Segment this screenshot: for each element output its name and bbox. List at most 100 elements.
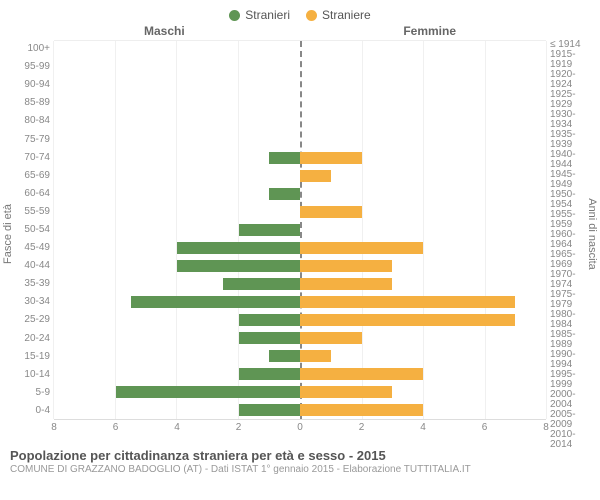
age-tick: 75-79	[24, 130, 50, 148]
bar-row	[54, 365, 546, 383]
age-tick: 100+	[27, 40, 50, 58]
birth-tick: 1920-1924	[550, 70, 596, 90]
male-bar	[239, 404, 301, 416]
age-tick: 25-29	[24, 311, 50, 329]
age-tick: 65-69	[24, 167, 50, 185]
x-tick: 0	[297, 422, 303, 433]
bar-row	[54, 203, 546, 221]
male-bar	[223, 278, 300, 290]
birth-tick: 1985-1989	[550, 330, 596, 350]
x-tick: 8	[543, 422, 549, 433]
male-bar	[239, 314, 301, 326]
age-tick: 55-59	[24, 203, 50, 221]
age-tick: 95-99	[24, 58, 50, 76]
age-tick: 50-54	[24, 221, 50, 239]
legend-swatch-female	[306, 10, 317, 21]
male-bar	[177, 242, 300, 254]
birth-tick: 1990-1994	[550, 350, 596, 370]
female-bar	[300, 368, 423, 380]
bar-row	[54, 329, 546, 347]
chart-subtitle: COMUNE DI GRAZZANO BADOGLIO (AT) - Dati …	[10, 464, 590, 475]
x-tick: 8	[51, 422, 57, 433]
bar-row	[54, 383, 546, 401]
bar-row	[54, 401, 546, 419]
birth-tick: 1930-1934	[550, 110, 596, 130]
bar-row	[54, 59, 546, 77]
age-tick: 15-19	[24, 348, 50, 366]
birth-tick: 1980-1984	[550, 310, 596, 330]
female-bar	[300, 278, 392, 290]
bar-row	[54, 113, 546, 131]
chart-container: Stranieri Straniere Fasce di età Anni di…	[0, 0, 600, 500]
age-tick: 60-64	[24, 185, 50, 203]
age-tick: 30-34	[24, 293, 50, 311]
x-axis: 8 6 4 2 0 2 4 6 8	[4, 420, 596, 436]
x-tick: 4	[420, 422, 426, 433]
x-tick: 2	[236, 422, 242, 433]
legend-item-male: Stranieri	[229, 8, 290, 22]
chart-title: Popolazione per cittadinanza straniera p…	[10, 448, 590, 463]
bar-row	[54, 95, 546, 113]
age-tick: 10-14	[24, 366, 50, 384]
bar-row	[54, 275, 546, 293]
legend-swatch-male	[229, 10, 240, 21]
male-bar	[269, 152, 300, 164]
x-tick: 2	[359, 422, 365, 433]
plot-area: 100+95-9990-9485-8980-8475-7970-7465-696…	[4, 40, 596, 420]
female-bar	[300, 242, 423, 254]
birth-tick: 1995-1999	[550, 370, 596, 390]
birth-tick: 2000-2004	[550, 390, 596, 410]
age-tick: 45-49	[24, 239, 50, 257]
age-tick: 90-94	[24, 76, 50, 94]
birth-tick: 1935-1939	[550, 130, 596, 150]
bar-row	[54, 185, 546, 203]
chart: Fasce di età Anni di nascita Maschi Femm…	[4, 24, 596, 444]
female-bar	[300, 314, 515, 326]
male-bar	[177, 260, 300, 272]
male-title: Maschi	[144, 24, 185, 38]
female-bar	[300, 404, 423, 416]
bar-row	[54, 149, 546, 167]
bar-row	[54, 257, 546, 275]
birth-tick: 1975-1979	[550, 290, 596, 310]
x-tick: 4	[174, 422, 180, 433]
age-tick: 35-39	[24, 275, 50, 293]
legend-label-female: Straniere	[322, 8, 371, 22]
bar-row	[54, 311, 546, 329]
column-titles: Maschi Femmine	[4, 24, 596, 40]
birth-tick: 1925-1929	[550, 90, 596, 110]
female-bar	[300, 350, 331, 362]
bar-row	[54, 239, 546, 257]
legend-label-male: Stranieri	[245, 8, 290, 22]
female-bar	[300, 260, 392, 272]
male-bar	[239, 368, 301, 380]
male-bar	[131, 296, 300, 308]
y-axis-title-right: Anni di nascita	[586, 198, 598, 270]
female-bar	[300, 152, 362, 164]
male-bar	[269, 188, 300, 200]
male-bar	[239, 332, 301, 344]
bar-row	[54, 131, 546, 149]
female-title: Femmine	[403, 24, 456, 38]
bar-row	[54, 41, 546, 59]
bar-row	[54, 347, 546, 365]
bar-row	[54, 167, 546, 185]
female-bar	[300, 206, 362, 218]
bar-row	[54, 77, 546, 95]
age-tick: 0-4	[36, 402, 50, 420]
male-bar	[116, 386, 301, 398]
birth-tick: 1940-1944	[550, 150, 596, 170]
legend-item-female: Straniere	[306, 8, 371, 22]
birth-tick: 1945-1949	[550, 170, 596, 190]
bar-row	[54, 293, 546, 311]
x-tick: 6	[482, 422, 488, 433]
male-bar	[239, 224, 301, 236]
age-tick: 80-84	[24, 112, 50, 130]
bar-row	[54, 221, 546, 239]
female-bar	[300, 170, 331, 182]
birth-tick: 1915-1919	[550, 50, 596, 70]
female-bar	[300, 332, 362, 344]
age-tick: 85-89	[24, 94, 50, 112]
female-bar	[300, 296, 515, 308]
x-tick: 6	[113, 422, 119, 433]
